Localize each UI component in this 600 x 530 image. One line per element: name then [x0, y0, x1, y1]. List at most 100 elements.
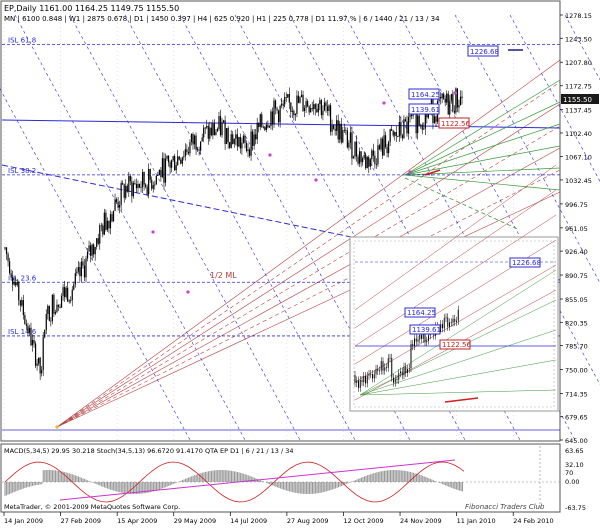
candle-body [458, 105, 460, 108]
candle-body [5, 247, 8, 254]
inset-candle-body [424, 334, 426, 343]
candle-body [316, 108, 318, 113]
inset-candle-body [449, 322, 450, 327]
svg-text:1139.61: 1139.61 [411, 106, 440, 114]
candle-body [380, 138, 382, 150]
candle-body [100, 225, 102, 227]
inset-candle-body [368, 373, 370, 376]
candle-body [50, 320, 52, 322]
candle-body [241, 142, 243, 149]
candle-body [285, 97, 287, 99]
candle-body [190, 133, 193, 143]
candle-body [103, 212, 105, 235]
chart-title: EP,Daily 1161.00 1164.25 1149.75 1155.50 [4, 4, 179, 13]
inset-candle-body [391, 357, 393, 378]
candle-body [235, 134, 237, 139]
candle-body [232, 134, 234, 144]
y-tick-label: 1102.40 [565, 130, 592, 138]
candle-body [409, 114, 411, 118]
y-tick-label: 1067.10 [565, 154, 592, 162]
candle-body [146, 186, 148, 195]
candle-body [51, 294, 53, 321]
candle-body [446, 93, 448, 103]
x-tick-label: 14 Jan 2009 [4, 517, 43, 525]
candle-body [256, 122, 258, 140]
candle-body [384, 135, 387, 148]
candle-body [88, 245, 90, 252]
inset-candle-body [356, 380, 358, 383]
inset-candle-body [393, 377, 394, 383]
candle-body [404, 119, 407, 122]
candle-body [375, 164, 378, 165]
trend-line [1, 164, 561, 281]
candle-body [34, 343, 37, 366]
inset-candle-body [452, 318, 454, 323]
median-fan-line [56, 191, 561, 428]
candle-body [259, 114, 261, 128]
candle-body [16, 281, 18, 286]
x-tick-label: 27 Feb 2009 [61, 517, 101, 525]
candle-body [102, 225, 104, 235]
candle-body [115, 199, 118, 202]
candle-body [170, 160, 173, 168]
candle-body [28, 327, 31, 333]
inset-candle-body [379, 370, 380, 372]
candle-body [140, 187, 142, 188]
y-tick-label: 1172.75 [565, 83, 592, 91]
candle-body [274, 100, 277, 109]
inset-fan-line [354, 189, 557, 329]
y-tick-label: 785.70 [565, 343, 588, 351]
candle-body [342, 130, 344, 143]
candle-body [57, 304, 60, 307]
candle-body [27, 325, 29, 333]
candle-body [258, 122, 260, 128]
candle-body [160, 169, 162, 178]
candle-body [290, 102, 292, 112]
red-marker [424, 169, 441, 176]
candle-body [166, 155, 168, 159]
candle-body [216, 129, 219, 132]
inset-candle-body [445, 317, 447, 319]
candle-body [276, 108, 278, 111]
indicator-tick-label: -63.75 [565, 504, 586, 512]
candle-body [242, 135, 245, 143]
candle-body [79, 267, 81, 277]
candle-body [343, 129, 345, 131]
macd-signal-trendline [59, 459, 456, 501]
candle-body [215, 131, 217, 135]
swing-point-marker [408, 170, 412, 174]
candle-body [334, 128, 336, 131]
candle-body [357, 156, 359, 164]
candle-body [99, 225, 101, 244]
candle-body [372, 150, 374, 156]
candle-body [164, 158, 167, 183]
inset-candle-body [363, 376, 365, 383]
candle-body [423, 128, 425, 130]
candle-body [233, 138, 235, 144]
price-box-1122: 1122.56 [438, 117, 470, 129]
candle-body [48, 305, 50, 321]
candle-body [346, 130, 348, 148]
swing-point-marker [186, 290, 190, 294]
candle-body [13, 282, 15, 285]
diagonal-pitch-line [124, 14, 356, 441]
inset-candle-body [440, 324, 442, 329]
candle-body [117, 201, 119, 208]
y-tick-label: 1137.45 [565, 106, 592, 114]
candle-body [210, 127, 212, 136]
candle-body [111, 214, 113, 222]
candle-body [126, 185, 128, 192]
x-tick-label: 27 Aug 2009 [287, 517, 329, 525]
inset-candle-body [377, 368, 379, 372]
inset-candle-body [398, 373, 400, 380]
candle-body [264, 126, 266, 131]
candle-body [362, 158, 364, 163]
candle-body [381, 138, 384, 156]
inset-candle-body [414, 338, 415, 347]
inset-price-box-1226: 1226.68 [509, 257, 541, 268]
candle-body [456, 88, 459, 108]
candle-body [192, 133, 194, 145]
y-tick-label: 714.35 [565, 390, 588, 398]
candle-body [39, 357, 41, 374]
